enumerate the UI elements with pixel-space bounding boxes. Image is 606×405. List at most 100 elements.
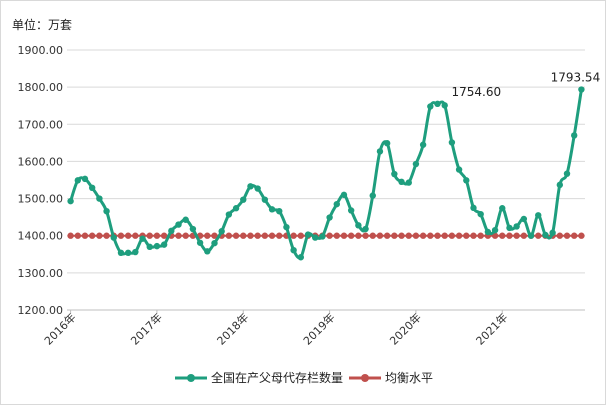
data-point: [520, 232, 528, 239]
data-point: [312, 234, 319, 241]
data-point: [117, 232, 125, 239]
data-point: [463, 232, 470, 239]
legend-label: 均衡水平: [385, 371, 433, 385]
data-point: [247, 232, 254, 239]
data-point: [563, 232, 571, 239]
x-tick-label: 2019年: [300, 310, 337, 347]
data-point: [419, 232, 427, 239]
series-layer: [67, 86, 585, 261]
data-point: [571, 132, 578, 139]
data-point: [290, 247, 297, 254]
data-point: [96, 195, 103, 202]
data-point: [211, 232, 218, 239]
data-point: [81, 175, 89, 183]
legend-swatch-marker: [361, 374, 369, 382]
data-point: [470, 232, 477, 239]
data-point: [333, 232, 340, 239]
data-point: [168, 227, 175, 235]
data-point: [441, 232, 448, 239]
data-point: [542, 231, 549, 239]
data-point: [232, 205, 240, 212]
y-tick-label: 1200.00: [18, 304, 64, 317]
x-axis: 2016年 2017年 2018年 2019年 2020年 2021年: [41, 309, 585, 348]
data-point: [232, 232, 240, 239]
x-tick-label: 2018年: [214, 310, 251, 347]
data-point: [463, 177, 470, 184]
data-point: [240, 196, 247, 203]
data-point: [369, 232, 376, 239]
data-point: [412, 232, 420, 239]
annotations: 1754.60 1793.54: [452, 71, 601, 99]
data-point: [103, 232, 110, 239]
data-point: [499, 232, 506, 239]
data-point: [254, 232, 261, 239]
data-point: [347, 232, 355, 239]
data-point: [398, 232, 405, 239]
data-point: [427, 103, 434, 110]
data-point: [175, 221, 182, 228]
data-point: [506, 224, 513, 232]
data-point: [477, 232, 484, 239]
x-tick-label: 2021年: [473, 310, 510, 347]
legend: 全国在产父母代存栏数量 均衡水平: [175, 370, 433, 385]
data-point: [484, 228, 492, 236]
y-tick-label: 1800.00: [18, 81, 64, 94]
x-tick-label: 2017年: [128, 310, 165, 347]
data-point: [182, 216, 189, 223]
data-point: [153, 242, 161, 250]
data-point: [74, 232, 81, 239]
data-point: [376, 148, 384, 155]
x-tick-label: 2020年: [387, 310, 424, 347]
data-point: [578, 86, 585, 93]
data-point: [340, 232, 348, 239]
y-tick-label: 1300.00: [18, 267, 64, 280]
data-point: [556, 232, 564, 239]
data-point: [405, 232, 412, 239]
data-point: [513, 232, 520, 239]
data-point: [556, 181, 564, 189]
data-point: [355, 232, 362, 239]
data-point: [96, 232, 103, 239]
data-point: [383, 140, 391, 147]
y-tick-label: 1600.00: [18, 155, 64, 168]
grid-lines: [67, 49, 585, 311]
data-point: [261, 232, 269, 239]
data-point: [499, 205, 506, 212]
data-point: [175, 232, 182, 239]
data-point: [67, 197, 74, 205]
data-point: [391, 232, 398, 239]
data-point: [319, 233, 326, 240]
data-point: [506, 232, 513, 239]
data-point: [470, 204, 477, 212]
data-point: [225, 211, 233, 218]
data-point: [139, 235, 146, 242]
data-point: [412, 160, 420, 168]
data-point: [455, 232, 463, 239]
data-point: [117, 249, 125, 256]
data-point: [491, 226, 499, 234]
data-point: [132, 232, 139, 239]
data-point: [376, 232, 384, 239]
data-point: [189, 225, 197, 233]
legend-label: 全国在产父母代存栏数量: [211, 370, 343, 385]
data-point: [455, 166, 463, 173]
data-point: [427, 232, 434, 239]
data-point: [146, 232, 153, 239]
data-point: [88, 232, 96, 239]
data-point: [513, 223, 520, 230]
data-label: 1793.54: [551, 71, 601, 85]
y-tick-label: 1500.00: [18, 193, 64, 206]
data-point: [578, 232, 585, 239]
data-point: [261, 196, 269, 203]
data-point: [520, 215, 528, 223]
series-line: [69, 89, 583, 260]
data-label: 1754.60: [452, 85, 502, 99]
data-point: [88, 184, 96, 191]
data-point: [448, 232, 456, 239]
data-point: [268, 206, 276, 213]
data-point: [110, 234, 117, 241]
data-point: [124, 232, 132, 239]
data-point: [146, 243, 153, 251]
unit-label: 单位：万套: [12, 18, 73, 32]
